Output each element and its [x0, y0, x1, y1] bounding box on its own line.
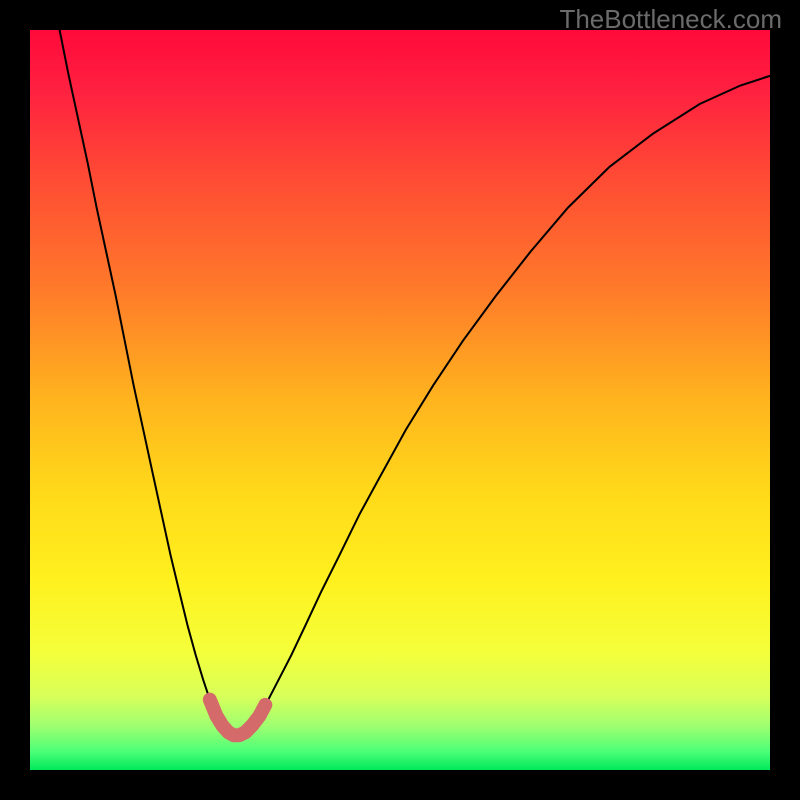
- plot-frame: [30, 30, 770, 770]
- watermark-label: TheBottleneck.com: [559, 4, 782, 35]
- plot-svg: [30, 30, 770, 770]
- gradient-background: [30, 30, 770, 770]
